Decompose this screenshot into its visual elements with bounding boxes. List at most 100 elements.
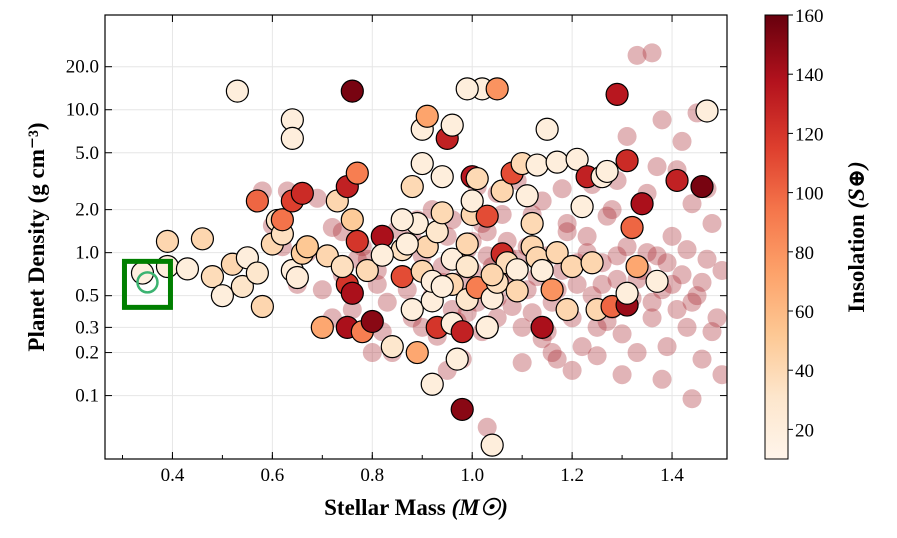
highlighted-planet — [121, 258, 173, 310]
background-point — [712, 365, 727, 385]
outlined-point — [465, 166, 489, 191]
background-point — [477, 222, 497, 242]
background-point — [677, 317, 697, 337]
background-point — [682, 194, 702, 214]
outlined-point — [645, 269, 669, 293]
outlined-point — [400, 174, 424, 199]
x-tick-label: 1.4 — [660, 465, 684, 486]
outlined-point — [245, 189, 269, 213]
outlined-point — [430, 165, 454, 189]
outlined-point — [475, 204, 499, 228]
outlined-point — [420, 372, 444, 396]
outlined-point — [595, 159, 619, 184]
y-tick-label: 20.0 — [66, 57, 99, 78]
outlined-point — [625, 254, 649, 279]
outlined-point — [430, 274, 454, 299]
outlined-point — [530, 258, 554, 283]
background-point — [342, 300, 362, 320]
background-point — [362, 343, 382, 363]
outlined-point — [270, 208, 294, 232]
background-point — [587, 317, 607, 337]
background-point — [617, 237, 637, 257]
outlined-point — [475, 315, 499, 339]
outlined-point — [525, 153, 549, 177]
outlined-point — [245, 261, 269, 285]
background-point — [597, 206, 617, 226]
outlined-point — [230, 274, 254, 299]
outlined-point — [410, 151, 434, 176]
x-axis-ticks: 0.4 0.6 0.8 1.0 1.2 1.4 — [121, 15, 684, 486]
outlined-point — [545, 150, 569, 174]
outlined-point — [155, 229, 180, 253]
background-point — [657, 337, 677, 357]
background-point — [712, 261, 727, 281]
outlined-point — [630, 192, 654, 216]
outlined-point — [615, 149, 639, 173]
background-point — [617, 126, 637, 146]
outlined-point — [415, 104, 439, 128]
outlined-point — [440, 113, 464, 137]
outlined-point — [580, 251, 604, 275]
background-point — [692, 272, 712, 292]
outlined-point — [485, 77, 509, 101]
outlined-point — [480, 263, 504, 287]
colorbar-tick-label: 120 — [795, 124, 824, 145]
colorbar-ticks: 20 40 60 80 100 120 140 160 — [788, 6, 824, 441]
background-point — [547, 349, 567, 369]
outlined-point — [190, 227, 215, 251]
colorbar-tick-label: 80 — [795, 243, 814, 264]
background-point — [627, 45, 647, 65]
background-point — [652, 369, 672, 389]
outlined-point — [455, 232, 479, 256]
background-point — [672, 131, 692, 151]
background-point — [682, 389, 702, 409]
background-point — [707, 308, 727, 328]
outlined-point — [535, 117, 559, 141]
outlined-point — [545, 241, 569, 265]
outlined-point — [355, 258, 379, 283]
x-tick-label: 0.6 — [260, 465, 284, 486]
outlined-point — [390, 208, 414, 232]
outlined-point — [480, 433, 504, 457]
y-axis-ticks: 0.1 0.2 0.3 0.5 1.0 2.0 5.0 10.0 20.0 — [66, 57, 727, 407]
outlined-point — [445, 347, 469, 371]
y-tick-label: 0.1 — [75, 386, 99, 407]
outlined-point — [210, 284, 235, 308]
background-point — [567, 274, 587, 294]
outlined-point — [455, 77, 479, 101]
background-point — [657, 253, 677, 273]
outlined-point — [505, 279, 529, 303]
highlight-box — [121, 258, 173, 310]
background-point — [562, 360, 582, 380]
y-axis-label: Planet Density (g cm⁻³) — [24, 122, 49, 351]
colorbar-tick-label: 100 — [795, 184, 824, 205]
outlined-point — [285, 265, 309, 290]
colorbar-tick-label: 160 — [795, 6, 824, 27]
outlined-point — [565, 147, 589, 171]
outlined-point — [155, 254, 180, 279]
outlined-point — [330, 254, 354, 279]
background-point — [312, 280, 332, 300]
background-point — [552, 179, 572, 199]
background-point — [672, 265, 692, 285]
background-point — [592, 274, 612, 294]
outlined-point — [620, 215, 644, 240]
x-tick-label: 1.0 — [460, 465, 484, 486]
outlined-point — [310, 315, 334, 339]
outlined-point — [615, 281, 639, 305]
background-point — [662, 226, 682, 246]
y-tick-label: 1.0 — [75, 243, 99, 264]
plot-frame — [104, 14, 728, 460]
colorbar — [764, 14, 789, 460]
outlined-point — [515, 184, 539, 208]
outlined-point — [340, 208, 364, 232]
colorbar-tick-label: 140 — [795, 65, 824, 86]
outlined-points — [130, 77, 719, 457]
y-tick-label: 2.0 — [75, 200, 99, 221]
colorbar-label: Insolation (S⊕) — [844, 161, 869, 313]
colorbar-tick-label: 40 — [795, 361, 814, 382]
background-point — [642, 308, 662, 328]
outlined-point — [175, 257, 200, 281]
x-tick-label: 0.4 — [161, 465, 185, 486]
